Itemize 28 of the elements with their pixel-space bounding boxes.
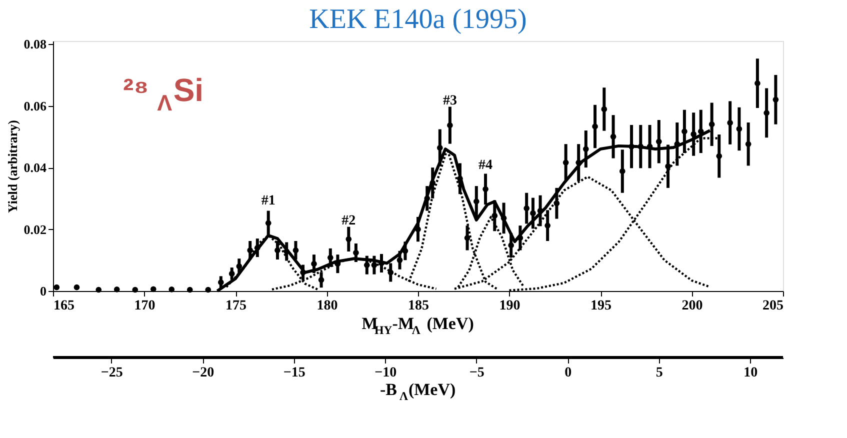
x2-tick-label: 0 [564,366,572,380]
x-tick-label: 195 [590,298,612,314]
x2-tick-label: −20 [192,366,214,380]
chart-title: KEK E140a (1995) [309,4,527,36]
x-tick-label: 170 [134,298,156,314]
annotation: #3 [442,93,457,108]
x2-tick-label: 5 [656,366,663,380]
x2-tick-label: −10 [374,366,397,380]
x-tick-label: 165 [54,298,74,314]
y-axis-title: Yield (arbitrary) [4,120,20,214]
x-tick-label: 175 [226,298,246,314]
x-tick-label: 190 [499,298,520,314]
x2-tick-label: −5 [469,366,484,380]
y-tick-label: 0.06 [24,98,47,114]
y-tick-label: 0.02 [24,222,46,237]
y-tick-label: 0.08 [24,36,47,52]
x-tick-label: 205 [762,298,784,314]
x-tick-label: 185 [408,298,429,314]
y-tick-label: 0 [40,284,46,298]
annotation: #4 [478,158,493,174]
x-tick-label: 180 [316,298,338,314]
x-tick-label: 200 [682,298,703,314]
annotation: #2 [342,214,356,229]
x2-tick-label: −25 [100,366,123,380]
x2-tick-label: −15 [283,366,306,380]
x2-tick-label: 10 [744,366,758,380]
y-tick-label: 0.04 [24,160,47,176]
annotation: #1 [261,194,276,209]
